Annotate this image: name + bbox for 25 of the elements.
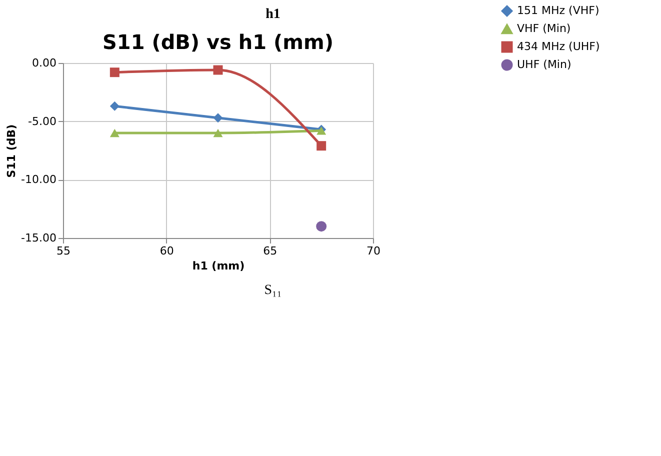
y-tick-label: -5.00 xyxy=(28,114,56,128)
y-tick-label: -10.00 xyxy=(21,173,56,186)
y-tick-label: 0.00 xyxy=(32,56,56,70)
legend-label: UHF (Min) xyxy=(517,58,572,71)
x-tick-label: 65 xyxy=(263,244,278,258)
point xyxy=(213,65,223,75)
point xyxy=(316,221,327,232)
point xyxy=(213,113,223,123)
x-tick-label: 60 xyxy=(160,244,174,258)
y-axis-title: S11 (dB) xyxy=(5,124,18,178)
point xyxy=(110,68,120,78)
x-axis-title: h1 (mm) xyxy=(192,260,245,272)
text: S₁₁ xyxy=(264,283,282,298)
legend-label: 151 MHz (VHF) xyxy=(517,4,600,17)
point xyxy=(110,101,120,111)
y-tick-label: -15.00 xyxy=(21,232,56,244)
chart-title: S11 (dB) vs h1 (mm) xyxy=(102,30,334,54)
point xyxy=(213,128,223,138)
point xyxy=(316,141,326,151)
text: h1 xyxy=(266,7,280,22)
point xyxy=(110,128,120,138)
x-tick-label: 55 xyxy=(56,244,70,258)
legend-label: 434 MHz (UHF) xyxy=(517,40,600,53)
x-tick-label: 70 xyxy=(366,244,380,258)
legend-label: VHF (Min) xyxy=(517,22,571,35)
